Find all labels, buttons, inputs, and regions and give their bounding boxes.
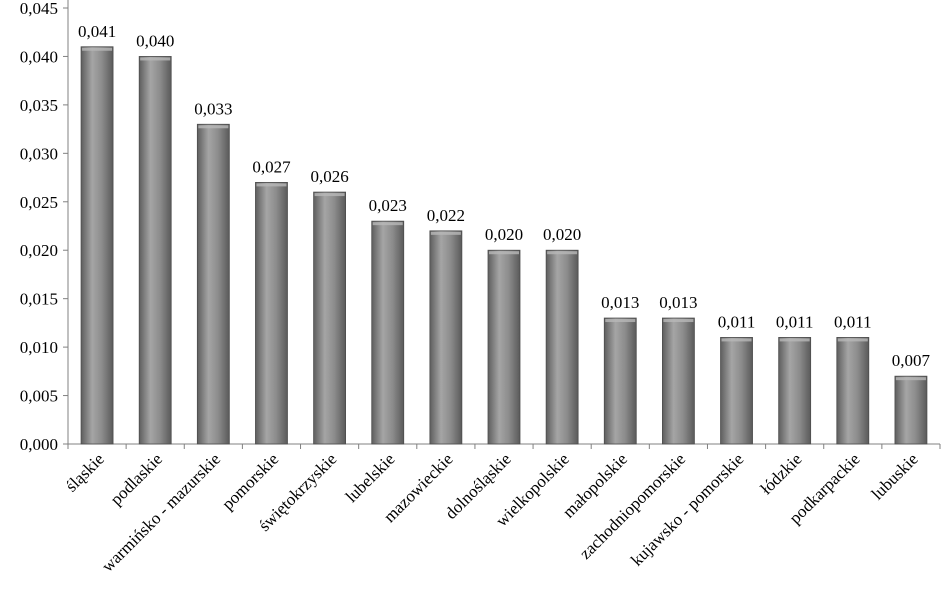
- bar: [371, 220, 405, 445]
- data-label: 0,011: [776, 312, 814, 331]
- data-label: 0,011: [718, 312, 756, 331]
- bar-bevel: [721, 338, 752, 342]
- bar: [487, 249, 521, 445]
- y-tick-label: 0,025: [20, 193, 58, 212]
- bar-bevel: [82, 47, 113, 51]
- y-tick-label: 0,000: [20, 435, 58, 454]
- data-label: 0,013: [659, 293, 697, 312]
- bar-bevel: [314, 193, 345, 197]
- bar: [545, 249, 579, 445]
- data-label: 0,022: [427, 206, 465, 225]
- bar-bevel: [140, 57, 171, 61]
- bars: [80, 46, 928, 445]
- category-label: łódzkie: [757, 449, 806, 498]
- bar: [778, 337, 812, 445]
- data-label: 0,033: [194, 99, 232, 118]
- data-label: 0,020: [543, 225, 581, 244]
- bar: [836, 337, 870, 445]
- data-label: 0,027: [252, 157, 291, 176]
- data-label: 0,026: [310, 167, 348, 186]
- category-label: zachodniopomorskie: [576, 449, 690, 563]
- category-label: warmińsko - mazurskie: [98, 449, 224, 575]
- data-label: 0,041: [78, 22, 116, 41]
- category-label: podlaskie: [107, 449, 167, 509]
- bar-bevel: [663, 319, 694, 323]
- bar: [196, 123, 230, 445]
- y-tick-label: 0,020: [20, 241, 58, 260]
- bar: [662, 317, 695, 445]
- bar-bevel: [837, 338, 868, 342]
- data-label: 0,023: [369, 196, 407, 215]
- y-tick-label: 0,035: [20, 96, 58, 115]
- data-label: 0,011: [834, 312, 872, 331]
- bar: [313, 191, 347, 445]
- y-tick-label: 0,030: [20, 144, 58, 163]
- bar: [429, 230, 463, 445]
- bar: [603, 317, 637, 445]
- y-tick-label: 0,045: [20, 0, 58, 18]
- data-label: 0,040: [136, 31, 174, 50]
- bar: [255, 181, 288, 445]
- bar: [720, 337, 753, 445]
- y-tick-label: 0,005: [20, 387, 58, 406]
- bar-bevel: [372, 222, 403, 226]
- data-label: 0,007: [892, 351, 931, 370]
- bar-bevel: [895, 377, 926, 381]
- y-tick-label: 0,015: [20, 290, 58, 309]
- bar-bevel: [430, 231, 461, 235]
- bar-bevel: [605, 319, 636, 323]
- bar: [138, 56, 172, 445]
- bar: [80, 46, 114, 445]
- bar-bevel: [779, 338, 810, 342]
- bar: [894, 375, 928, 445]
- bar-bevel: [198, 125, 229, 129]
- category-label: kujawsko - pomorskie: [627, 449, 747, 569]
- y-tick-label: 0,040: [20, 47, 58, 66]
- bar-bevel: [256, 183, 287, 187]
- category-label: lubelskie: [342, 449, 399, 506]
- data-label: 0,013: [601, 293, 639, 312]
- data-label: 0,020: [485, 225, 523, 244]
- y-axis: 0,000 0,005 0,010 0,015 0,020 0,025 0,030 0,035…: [20, 0, 69, 454]
- x-axis: [67, 443, 941, 449]
- bar-bevel: [547, 251, 578, 255]
- y-tick-label: 0,010: [20, 338, 58, 357]
- data-labels: 0,041 0,040 0,033 0,027 0,026 0,023 0,022 0,020…: [78, 22, 931, 370]
- bar-bevel: [489, 251, 519, 255]
- category-label: lubuskie: [868, 449, 922, 503]
- category-label: śląskie: [62, 449, 108, 495]
